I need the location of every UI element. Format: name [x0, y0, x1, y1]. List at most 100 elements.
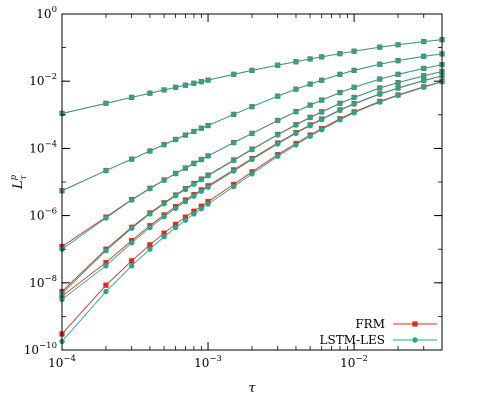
lstm-les-point: [293, 109, 299, 115]
lstm-les-point: [293, 86, 299, 92]
lstm-les-point: [182, 165, 189, 172]
lstm-les-point: [128, 156, 135, 162]
lstm-les-point: [205, 172, 211, 179]
lstm-les-point: [395, 42, 401, 48]
frm-point: [161, 230, 167, 236]
lstm-les-point: [198, 177, 205, 183]
lstm-les-point: [318, 116, 325, 123]
lstm-les-point: [377, 85, 383, 91]
lstm-les-point: [395, 71, 401, 78]
lstm-les-point: [231, 111, 237, 118]
lstm-les-point: [182, 198, 189, 205]
lstm-les-point: [198, 157, 205, 163]
lstm-les-point: [147, 90, 153, 96]
lstm-les-point: [147, 246, 153, 252]
lstm-les-point: [337, 51, 343, 57]
lstm-les-point: [275, 153, 281, 160]
frm-point: [103, 259, 109, 266]
lstm-les-point: [249, 171, 255, 177]
lstm-les-point: [231, 140, 237, 146]
lstm-les-point: [275, 132, 281, 138]
legend: FRM LSTM-LES: [320, 317, 437, 347]
frm-line-order-1: [61, 39, 443, 114]
lstm-les-point: [395, 80, 401, 86]
lstm-les-point: [318, 127, 325, 133]
legend-marker-frm: [412, 321, 418, 327]
lstm-les-point: [172, 205, 179, 211]
lstm-les-point: [307, 122, 313, 129]
lstm-les-point: [351, 110, 357, 116]
frm-point: [129, 258, 135, 264]
lstm-les-point: [128, 197, 135, 203]
lstm-les-point: [205, 153, 211, 159]
lstm-les-point: [182, 186, 189, 193]
lstm-les-point: [205, 201, 211, 207]
lstm-les-point: [205, 184, 211, 190]
lstm-les-point: [182, 132, 189, 138]
lstm-les-point: [147, 186, 153, 192]
lstm-les-point: [337, 71, 343, 78]
lstm-les-point: [182, 217, 189, 223]
lstm-les-point: [172, 136, 179, 143]
y-tick-label: 10−6: [29, 207, 57, 223]
lstm-les-point: [318, 109, 325, 115]
lstm-les-point: [128, 263, 135, 269]
lstm-les-point: [191, 211, 197, 217]
lstm-les-point: [231, 183, 237, 190]
lstm-les-point: [421, 78, 427, 84]
lstm-les-point: [421, 65, 427, 72]
y-tick-label: 10−8: [29, 274, 57, 290]
lstm-les-point: [421, 84, 427, 90]
legend-marker-lstm-les: [412, 337, 418, 343]
lstm-les-point: [351, 48, 357, 55]
lstm-les-point: [421, 53, 427, 60]
frm-point: [147, 242, 153, 248]
lstm-les-point: [307, 114, 313, 121]
x-tick-label: 10−3: [194, 354, 222, 370]
lstm-les-point: [103, 215, 109, 221]
y-tick-label: 100: [36, 5, 57, 21]
lstm-les-point: [351, 67, 357, 74]
lstm-les-point: [191, 193, 197, 199]
lstm-les-point: [395, 92, 401, 99]
lstm-les-point: [307, 81, 313, 87]
lstm-les-point: [172, 171, 179, 177]
plot-frame: [61, 13, 443, 351]
lstm-les-point: [128, 225, 135, 231]
lstm-les-point: [395, 57, 401, 64]
lstm-les-point: [293, 130, 299, 137]
lstm-les-point: [249, 146, 255, 153]
lstm-les-point: [377, 99, 383, 105]
lstm-les-point: [191, 80, 197, 87]
lstm-les-point: [351, 94, 357, 101]
frm-point: [173, 221, 179, 227]
lstm-les-point: [275, 62, 281, 68]
x-axis-label: τ: [248, 381, 256, 396]
lstm-les-point: [198, 125, 205, 131]
lstm-les-point: [337, 89, 343, 96]
lstm-les-point: [103, 263, 109, 269]
lstm-les-point: [377, 76, 383, 82]
lstm-les-point: [147, 211, 153, 217]
y-tick-label: 10−4: [29, 139, 57, 155]
y-tick-label: 10−10: [24, 341, 57, 357]
lstm-les-point: [172, 224, 179, 231]
lstm-les-point: [421, 73, 427, 79]
lstm-les-point: [198, 188, 205, 194]
lstm-les-point: [318, 97, 325, 103]
lstm-les-point: [307, 102, 313, 108]
x-tick-label: 10−2: [340, 354, 368, 370]
lstm-les-point: [337, 107, 343, 114]
y-tick-label: 10−2: [29, 72, 57, 88]
lstm-les-point: [161, 177, 167, 184]
lstm-les-point: [293, 59, 299, 65]
lstm-les-point: [275, 93, 281, 99]
lstm-les-point: [198, 206, 205, 212]
lstm-les-point: [377, 91, 383, 97]
lstm-les-point: [103, 167, 109, 174]
tick-layer: 10−4 10−3 10−2 100 10−2 10−4 10−6 10−8 10−10: [24, 5, 443, 370]
lstm-les-point: [147, 148, 153, 154]
lstm-les-line-order-1: [61, 39, 443, 115]
lstm-les-point: [103, 248, 109, 254]
lstm-les-point: [377, 44, 383, 50]
